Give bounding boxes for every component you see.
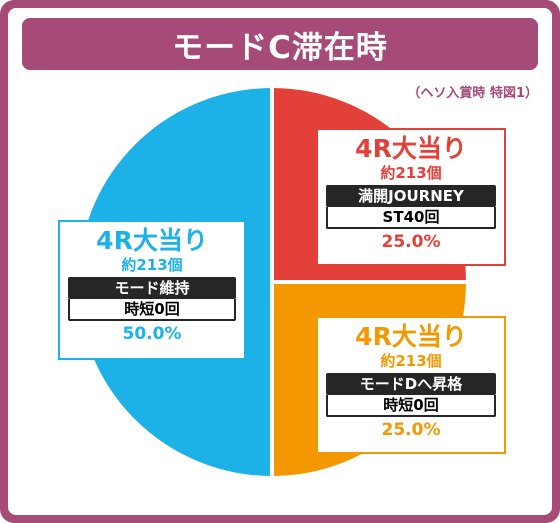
slice-count: 約213個: [380, 164, 442, 182]
chart-title: モードC滞在時: [22, 18, 538, 70]
slice-label-journey: 4R大当り 約213個 満開JOURNEY ST40回 25.0%: [316, 128, 506, 266]
slice-percent: 25.0%: [381, 420, 441, 440]
chart-panel: モードC滞在時 （ヘソ入賞時 特図1） 4R大当り 約213個 モード維持 時短…: [8, 8, 552, 515]
slice-jitan: ST40回: [326, 207, 496, 229]
slice-percent: 25.0%: [381, 232, 441, 252]
slice-title: 4R大当り: [355, 134, 467, 163]
slice-jitan: 時短0回: [326, 395, 496, 417]
slice-label-mode-d: 4R大当り 約213個 モードDへ昇格 時短0回 25.0%: [316, 316, 506, 454]
chart-note: （ヘソ入賞時 特図1）: [407, 86, 538, 101]
slice-title: 4R大当り: [96, 226, 208, 255]
slice-title: 4R大当り: [355, 322, 467, 351]
slice-count: 約213個: [380, 352, 442, 370]
slice-mode: モードDへ昇格: [326, 373, 496, 395]
slice-label-mode-keep: 4R大当り 約213個 モード維持 時短0回 50.0%: [58, 220, 246, 360]
slice-mode: 満開JOURNEY: [326, 185, 496, 207]
slice-mode: モード維持: [68, 277, 236, 299]
slice-jitan: 時短0回: [68, 299, 236, 321]
slice-count: 約213個: [121, 256, 183, 274]
slice-percent: 50.0%: [122, 324, 182, 344]
